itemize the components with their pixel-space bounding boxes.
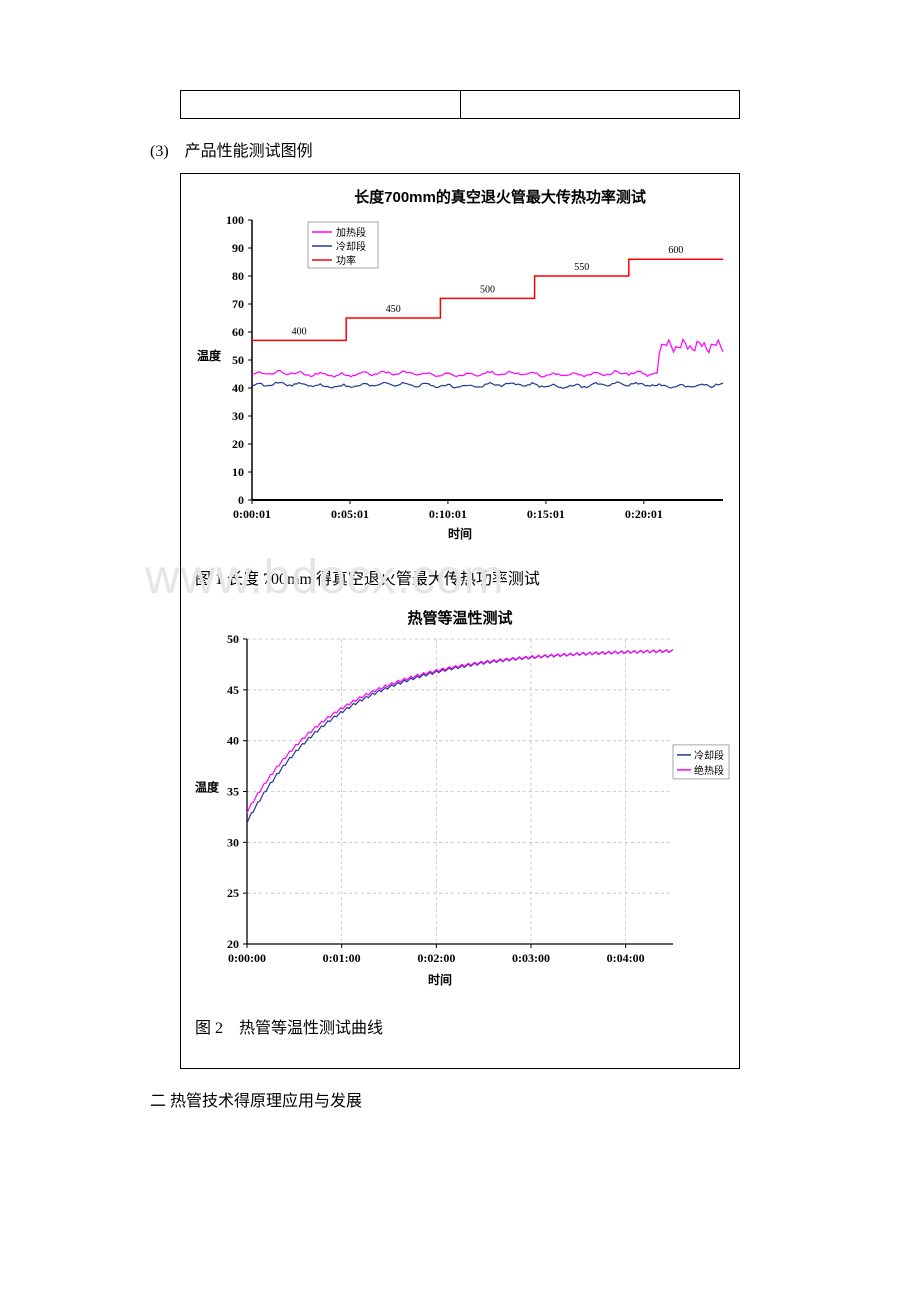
svg-text:0:04:00: 0:04:00 <box>607 951 645 965</box>
svg-text:温度: 温度 <box>197 348 222 363</box>
chart-2-caption: 图 2 热管等温性测试曲线 <box>195 1014 739 1038</box>
chart-2-wrap: 热管等温性测试 20 25 30 35 40 45 50 0:00:00 0:01:00 0:02:… <box>181 595 739 1006</box>
svg-text:绝热段: 绝热段 <box>694 764 724 777</box>
svg-text:90: 90 <box>232 241 244 255</box>
charts-container: 长度700mm的真空退火管最大传热功率测试 0 10 20 30 40 50 60 70 80 90… <box>180 173 740 1069</box>
svg-text:550: 550 <box>574 262 589 273</box>
chart-1: 长度700mm的真空退火管最大传热功率测试 0 10 20 30 40 50 60 70 80 90… <box>187 180 733 550</box>
svg-text:0:03:00: 0:03:00 <box>512 951 550 965</box>
svg-text:冷却段: 冷却段 <box>694 749 724 762</box>
chart-2: 热管等温性测试 20 25 30 35 40 45 50 0:00:00 0:01:00 0:02:… <box>187 599 733 999</box>
svg-text:加热段: 加热段 <box>336 226 366 239</box>
svg-text:温度: 温度 <box>195 780 220 795</box>
svg-text:0:05:01: 0:05:01 <box>331 507 369 521</box>
svg-text:20: 20 <box>227 937 239 951</box>
svg-text:时间: 时间 <box>428 972 452 987</box>
svg-text:0: 0 <box>238 493 244 507</box>
chart-1-caption: 图 1 长度 700mm 得真空退火管最大传热功率测试 <box>195 565 739 589</box>
svg-text:400: 400 <box>292 326 307 337</box>
bottom-section-heading: 二 热管技术得原理应用与发展 <box>150 1087 810 1111</box>
svg-text:50: 50 <box>232 353 244 367</box>
svg-text:70: 70 <box>232 297 244 311</box>
svg-text:30: 30 <box>232 409 244 423</box>
svg-text:600: 600 <box>668 245 683 256</box>
svg-text:100: 100 <box>226 213 244 227</box>
svg-text:40: 40 <box>232 381 244 395</box>
svg-text:0:02:00: 0:02:00 <box>417 951 455 965</box>
svg-text:20: 20 <box>232 437 244 451</box>
empty-two-cell-table <box>180 90 740 119</box>
section-number: (3) 产品性能测试图例 <box>150 137 810 161</box>
svg-text:0:00:00: 0:00:00 <box>228 951 266 965</box>
svg-text:0:10:01: 0:10:01 <box>429 507 467 521</box>
svg-text:时间: 时间 <box>448 526 472 541</box>
svg-text:长度700mm的真空退火管最大传热功率测试: 长度700mm的真空退火管最大传热功率测试 <box>354 188 646 206</box>
svg-text:0:00:01: 0:00:01 <box>233 507 271 521</box>
chart-1-wrap: 长度700mm的真空退火管最大传热功率测试 0 10 20 30 40 50 60 70 80 90… <box>181 174 739 557</box>
svg-text:80: 80 <box>232 269 244 283</box>
svg-text:0:01:00: 0:01:00 <box>323 951 361 965</box>
svg-text:0:15:01: 0:15:01 <box>527 507 565 521</box>
svg-text:30: 30 <box>227 835 239 849</box>
svg-text:0:20:01: 0:20:01 <box>625 507 663 521</box>
svg-text:50: 50 <box>227 632 239 646</box>
svg-text:60: 60 <box>232 325 244 339</box>
svg-text:功率: 功率 <box>336 254 356 267</box>
svg-text:40: 40 <box>227 734 239 748</box>
svg-text:500: 500 <box>480 284 495 295</box>
svg-text:450: 450 <box>386 304 401 315</box>
svg-text:热管等温性测试: 热管等温性测试 <box>407 609 512 627</box>
svg-text:10: 10 <box>232 465 244 479</box>
svg-text:25: 25 <box>227 886 239 900</box>
svg-text:35: 35 <box>227 785 239 799</box>
svg-text:45: 45 <box>227 683 239 697</box>
svg-text:冷却段: 冷却段 <box>336 240 366 253</box>
